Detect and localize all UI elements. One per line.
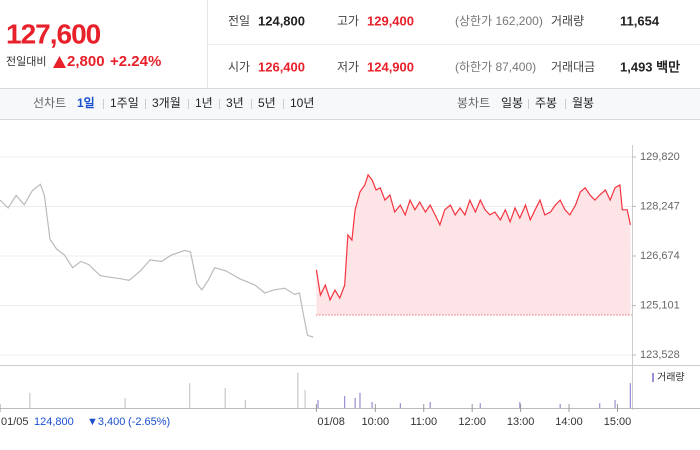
y-tick-label: 128,247 [640, 200, 680, 212]
volume-bar [359, 392, 361, 408]
y-tick-label: 123,528 [640, 349, 680, 361]
y-tick-label: 126,674 [640, 250, 680, 262]
change-label: 전일대비 [6, 54, 46, 68]
prev-day-note: 124,800 [34, 416, 74, 428]
volume-bar [559, 404, 561, 408]
volume-bar [29, 392, 31, 408]
candle-tab[interactable]: 주봉 [535, 96, 557, 110]
stat-note: (상한가 162,200) [455, 14, 543, 28]
candle-tab[interactable]: 월봉 [572, 96, 594, 110]
tab-bar [0, 89, 700, 119]
price-line [315, 173, 631, 302]
stat-value: 1,493 백만 [620, 59, 680, 74]
x-tick-label: 12:00 [458, 416, 486, 428]
period-tab[interactable]: 1년 [195, 96, 213, 110]
stat-note: (하한가 87,400) [455, 60, 536, 74]
volume-bar [124, 398, 126, 408]
stat-label: 시가 [228, 60, 250, 74]
period-tab[interactable]: 3년 [226, 96, 244, 110]
volume-bar [614, 400, 616, 408]
stat-label: 거래대금 [551, 60, 595, 74]
volume-bar [317, 400, 319, 408]
stat-value: 124,900 [367, 59, 414, 74]
candle-chart-label: 봉차트 [457, 96, 490, 110]
y-tick-label: 125,101 [640, 299, 680, 311]
volume-bar [244, 400, 246, 408]
stat-label: 거래량 [551, 14, 584, 28]
volume-bar [519, 402, 521, 408]
current-price: 127,600 [6, 18, 101, 49]
up-icon [53, 56, 66, 68]
x-tick-label: 13:00 [507, 416, 535, 428]
volume-bar [354, 398, 356, 408]
y-tick-label: 129,820 [640, 151, 680, 163]
volume-bar [479, 403, 481, 408]
x-tick-label: 01/08 [317, 416, 345, 428]
stat-value: 126,400 [258, 59, 305, 74]
change: 2,800 [67, 53, 105, 70]
x-tick-label: 10:00 [362, 416, 390, 428]
prev-day-note: ▼3,400 [87, 416, 125, 428]
candle-tab[interactable]: 일봉 [501, 96, 523, 110]
volume-bar [224, 388, 226, 408]
price-line [0, 183, 314, 338]
period-tab[interactable]: 1주일 [110, 96, 139, 110]
volume-bar [297, 372, 299, 408]
period-tab[interactable]: 3개월 [152, 96, 181, 110]
legend-label: 거래량 [657, 372, 685, 384]
x-tick-label: 14:00 [555, 416, 583, 428]
x-tick-label: 01/05 [1, 416, 29, 428]
volume-bar [344, 396, 346, 408]
volume-bar [599, 403, 601, 408]
volume-bar [399, 403, 401, 408]
stat-label: 고가 [337, 14, 359, 28]
change-rate: +2.24% [110, 53, 161, 70]
stat-value: 124,800 [258, 13, 305, 28]
legend-swatch [652, 373, 654, 382]
period-tab[interactable]: 10년 [290, 96, 314, 110]
period-tab[interactable]: 5년 [258, 96, 276, 110]
volume-bar [429, 402, 431, 408]
period-tab[interactable]: 1일 [77, 96, 95, 110]
volume-bar [371, 402, 373, 408]
volume-bar [629, 383, 631, 408]
prev-day-note: (-2.65%) [128, 416, 170, 428]
area-fill [316, 174, 631, 315]
x-tick-label: 15:00 [604, 416, 632, 428]
stat-label: 전일 [228, 14, 250, 28]
x-tick-label: 11:00 [410, 416, 437, 428]
line-chart-label: 선차트 [33, 96, 66, 110]
stat-label: 저가 [337, 60, 359, 74]
stat-value: 129,400 [367, 13, 414, 28]
volume-bar [304, 390, 306, 408]
stat-value: 11,654 [620, 13, 660, 28]
volume-bar [189, 383, 191, 408]
